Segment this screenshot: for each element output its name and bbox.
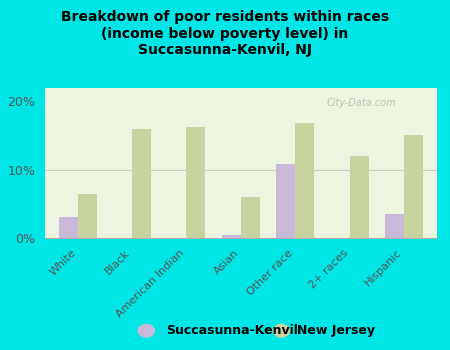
- Bar: [350, 156, 369, 238]
- Bar: [276, 164, 295, 238]
- Bar: [295, 123, 314, 238]
- Bar: [58, 217, 77, 238]
- Text: City-Data.com: City-Data.com: [327, 98, 396, 107]
- Bar: [222, 234, 241, 238]
- Bar: [404, 135, 423, 238]
- Bar: [241, 197, 260, 238]
- Text: Breakdown of poor residents within races
(income below poverty level) in
Succasu: Breakdown of poor residents within races…: [61, 10, 389, 57]
- Text: New Jersey: New Jersey: [297, 324, 375, 337]
- Bar: [186, 127, 205, 238]
- Text: Succasunna-Kenvil: Succasunna-Kenvil: [166, 324, 298, 337]
- Bar: [385, 214, 404, 238]
- Bar: [77, 194, 97, 238]
- Bar: [132, 128, 151, 238]
